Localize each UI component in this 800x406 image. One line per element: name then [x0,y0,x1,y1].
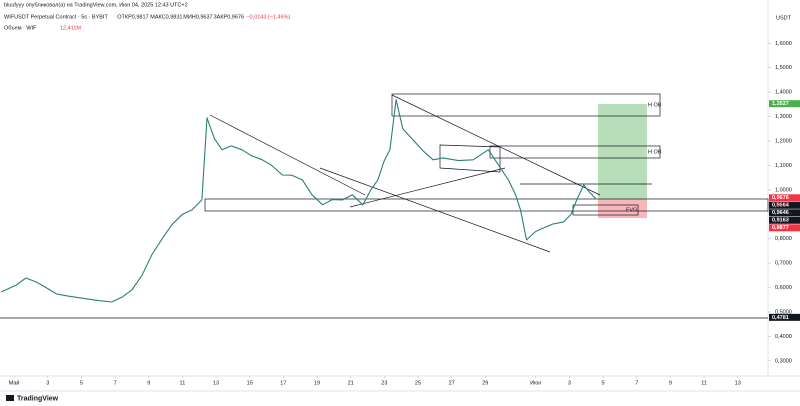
trendline [209,114,366,196]
trendline [349,167,506,208]
x-tick-label: 9 [669,380,672,386]
y-tick-label: 1,1000 [775,163,792,169]
y-tick-label: 1,6000 [775,41,792,47]
y-tick-label: 1,4000 [775,90,792,96]
brand-logo [6,395,14,401]
x-tick-label: 19 [314,380,320,386]
ohlc-value: −0,0143 (−1,46%) [246,14,290,20]
x-tick-label: 27 [449,380,455,386]
y-tick-label: 1,3000 [775,114,792,120]
long-target [598,104,647,199]
price-label: 0,8877 [772,225,789,231]
x-tick-label: 23 [381,380,387,386]
x-tick-label: 3 [46,380,49,386]
long-stop [598,199,647,218]
drawings [0,93,769,319]
brand: TradingView [17,395,59,402]
trendline [391,94,601,196]
x-tick-label: 13 [213,380,219,386]
x-tick-label: 7 [635,380,638,386]
price-label-bg [769,209,800,217]
x-tick-label: 15 [247,380,253,386]
y-tick-label: 0,4000 [775,334,792,340]
price-label: 0,9664 [772,203,790,209]
y-tick-label: 0,7000 [775,261,792,267]
y-tick-label: 1,5000 [775,65,792,71]
x-tick-label: 5 [602,380,605,386]
volume-value: 12,411M [60,25,81,31]
price-label: 0,9163 [772,218,789,224]
axis-unit: USDT [776,15,792,21]
x-tick-label: 17 [280,380,286,386]
price-label: 0,9646 [772,210,789,216]
price-label-bg [769,100,800,108]
ob-box [391,93,661,117]
price-label-bg [769,194,800,202]
annotation: FVG [626,207,637,213]
x-tick-label: Июн [530,380,541,386]
y-tick-label: 0,8000 [775,236,792,242]
x-tick-label: Май [9,379,20,386]
price-line [0,99,597,303]
price-label: 1,3527 [772,101,789,107]
x-tick-label: 3 [568,380,571,386]
y-tick-label: 1,0000 [775,187,792,193]
annotation: H OB [648,102,662,108]
countdown: 15:17 [775,202,789,208]
y-tick-label: 0,3000 [775,358,792,364]
y-tick-label: 0,5000 [775,309,792,315]
x-tick-label: 9 [147,380,150,386]
x-tick-label: 7 [114,380,117,386]
y-tick-label: 1,2000 [775,138,792,144]
price-label-bg [769,216,800,224]
price-label-bg [769,224,800,232]
symbol-title: WIFUSDT Perpetual Contract · 5s · BYBIT [4,14,108,20]
zone-box [204,198,769,212]
x-tick-label: 13 [735,380,741,386]
price-label-bg [769,313,800,321]
ohlc-value: МАКС0,9831 [150,14,182,20]
x-tick-label: 5 [80,380,83,386]
x-tick-label: 21 [348,380,354,386]
price-label: 0,4781 [772,315,789,321]
x-tick-label: 11 [180,380,186,386]
ohlc-value: МИН0,9637 [183,14,212,20]
y-tick-label: 0,6000 [775,285,792,291]
price-label-bg [769,201,800,209]
author-line: bluufyyy опубликовал(а) на TradingView.c… [4,2,188,8]
volume-title: Объем · WIF [4,25,37,31]
x-tick-label: 29 [482,380,488,386]
x-tick-label: 11 [701,380,707,386]
price-label: 0,9676 [772,195,789,201]
x-tick-label: 25 [415,380,421,386]
annotation: H OB [648,149,662,155]
channel [439,144,501,173]
ohlc-value: ОТКР0,9817 [117,14,148,20]
trendline [319,167,551,253]
ohlc-value: ЗАКР0,9676 [213,14,244,20]
